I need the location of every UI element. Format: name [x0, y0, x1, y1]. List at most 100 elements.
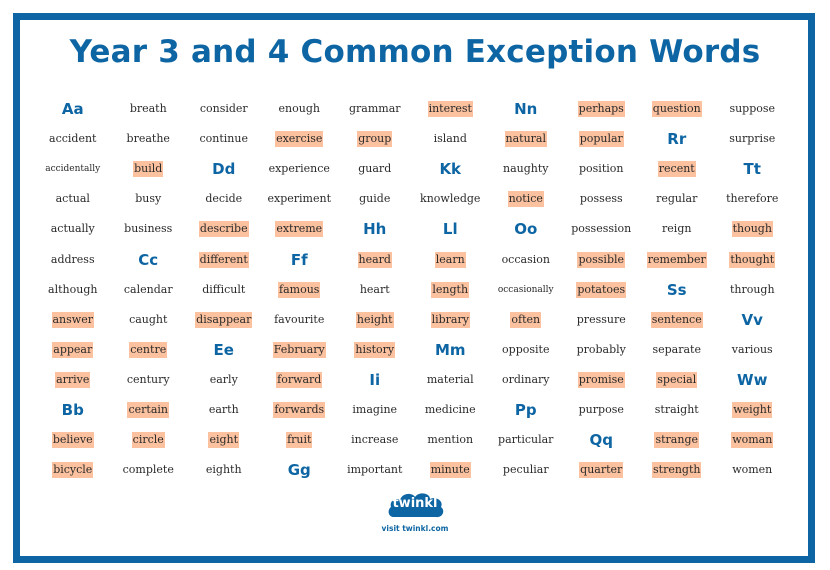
word: particular	[498, 433, 554, 447]
word-cell: business	[111, 214, 187, 244]
letter-label: Oo	[514, 220, 538, 239]
word-cell: calendar	[111, 275, 187, 305]
highlighted-word: certain	[127, 401, 169, 418]
letter-label: Gg	[287, 461, 311, 480]
highlighted-word: eight	[208, 432, 240, 449]
word: business	[124, 222, 173, 236]
word: accident	[49, 132, 97, 146]
letter-heading: Dd	[186, 154, 262, 184]
word: consider	[199, 102, 248, 116]
word: position	[579, 162, 624, 176]
word-cell: ordinary	[488, 365, 564, 395]
word: reign	[662, 222, 692, 236]
word-cell: heard	[337, 244, 413, 274]
highlighted-word: woman	[731, 432, 774, 449]
highlighted-word: forward	[276, 371, 323, 388]
highlighted-word: library	[430, 311, 470, 328]
word: calendar	[123, 282, 173, 296]
highlighted-word: centre	[129, 341, 168, 358]
word: surprise	[729, 132, 776, 146]
highlighted-word: group	[357, 131, 393, 148]
word-cell: address	[35, 244, 111, 274]
word-cell: accident	[35, 124, 111, 154]
letter-heading: Ll	[413, 214, 489, 244]
word-cell: eight	[186, 425, 262, 455]
letter-label: Ll	[442, 220, 458, 239]
word-cell: enough	[262, 94, 338, 124]
word-cell: strength	[639, 455, 715, 485]
word-cell: position	[564, 154, 640, 184]
word: guard	[358, 162, 392, 176]
word: straight	[654, 402, 699, 416]
letter-heading: Oo	[488, 214, 564, 244]
word: possess	[579, 192, 623, 206]
word-cell: special	[639, 365, 715, 395]
word-cell: separate	[639, 335, 715, 365]
word: continue	[199, 132, 249, 146]
word: enough	[278, 102, 320, 116]
word-cell: popular	[564, 124, 640, 154]
word-cell: mention	[413, 425, 489, 455]
letter-label: Hh	[363, 220, 387, 239]
visit-link[interactable]: visit twinkl.com	[381, 524, 449, 533]
highlighted-word: heard	[357, 251, 392, 268]
highlighted-word: perhaps	[577, 101, 625, 118]
highlighted-word: answer	[51, 311, 94, 328]
twinkl-logo[interactable]: twinkl	[386, 490, 446, 520]
word: complete	[122, 463, 174, 477]
word-cell: natural	[488, 124, 564, 154]
letter-heading: Ww	[715, 365, 791, 395]
highlighted-word: potatoes	[576, 281, 627, 298]
letter-heading: Tt	[715, 154, 791, 184]
word-cell: guide	[337, 184, 413, 214]
highlighted-word: famous	[278, 281, 321, 298]
word: eighth	[205, 463, 242, 477]
word-cell: perhaps	[564, 94, 640, 124]
letter-label: Qq	[589, 431, 614, 450]
highlighted-word: possible	[577, 251, 626, 268]
word-cell: therefore	[715, 184, 791, 214]
word-cell: February	[262, 335, 338, 365]
word: medicine	[424, 402, 476, 416]
highlighted-word: describe	[198, 221, 249, 238]
word-cell: forward	[262, 365, 338, 395]
highlighted-word: promise	[577, 371, 625, 388]
word: breath	[129, 102, 167, 116]
cloud-logo-icon	[388, 493, 444, 518]
letter-heading: Ee	[186, 335, 262, 365]
letter-heading: Nn	[488, 94, 564, 124]
highlighted-word: February	[272, 341, 326, 358]
letter-heading: Bb	[35, 395, 111, 425]
letter-label: Ww	[737, 370, 768, 389]
letter-heading: Hh	[337, 214, 413, 244]
word-cell: exercise	[262, 124, 338, 154]
word-cell: actually	[35, 214, 111, 244]
word: century	[126, 372, 170, 386]
word: actual	[55, 192, 90, 206]
highlighted-word: popular	[578, 131, 624, 148]
word: peculiar	[502, 463, 549, 477]
word-cell: believe	[35, 425, 111, 455]
letter-heading: Pp	[488, 395, 564, 425]
highlighted-word: interest	[427, 101, 473, 118]
word-cell: eighth	[186, 455, 262, 485]
word-cell: early	[186, 365, 262, 395]
word-cell: experience	[262, 154, 338, 184]
letter-heading: Ii	[337, 365, 413, 395]
word: occasion	[501, 252, 550, 266]
word-cell: although	[35, 275, 111, 305]
word-cell: particular	[488, 425, 564, 455]
highlighted-word: circle	[131, 432, 165, 449]
word-cell: thought	[715, 244, 791, 274]
highlighted-word: learn	[434, 251, 466, 268]
word-cell: accidentally	[35, 154, 111, 184]
word-cell: pressure	[564, 305, 640, 335]
word: ordinary	[501, 372, 550, 386]
word-cell: centre	[111, 335, 187, 365]
word: decide	[205, 192, 243, 206]
word-cell: material	[413, 365, 489, 395]
word-cell: difficult	[186, 275, 262, 305]
highlighted-word: thought	[729, 251, 776, 268]
letter-heading: Rr	[639, 124, 715, 154]
letter-label: Ee	[213, 340, 234, 359]
